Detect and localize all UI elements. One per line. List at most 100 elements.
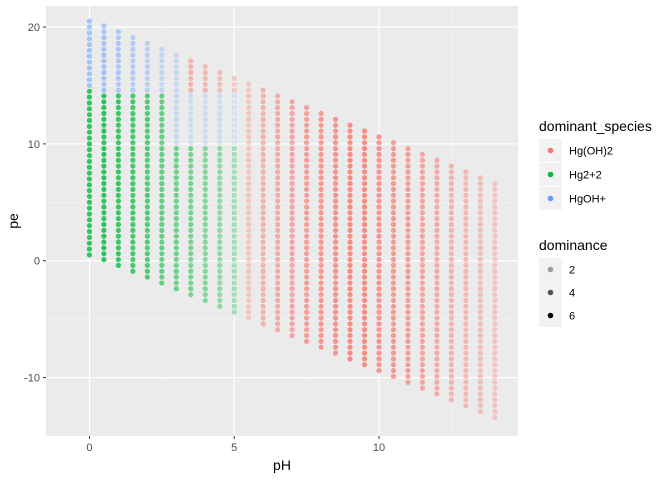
data-point — [448, 181, 454, 187]
data-point — [289, 175, 295, 181]
data-point — [405, 268, 411, 274]
data-point — [188, 251, 194, 257]
data-point — [361, 175, 368, 181]
panel-background — [46, 6, 518, 436]
data-point — [130, 40, 136, 46]
data-point — [477, 362, 483, 368]
data-point — [260, 239, 266, 245]
data-point — [130, 93, 136, 99]
data-point — [86, 141, 93, 147]
data-point — [202, 70, 208, 76]
data-point — [260, 157, 266, 163]
data-point — [246, 309, 252, 315]
data-point — [419, 163, 426, 169]
data-point — [101, 105, 107, 111]
data-point — [101, 75, 107, 82]
data-point — [390, 227, 397, 233]
data-point — [202, 280, 208, 286]
data-point — [159, 204, 165, 210]
data-point — [304, 204, 310, 210]
data-point — [463, 350, 469, 356]
data-point — [405, 292, 411, 298]
data-point — [304, 280, 310, 286]
data-point — [419, 338, 426, 344]
data-point — [130, 204, 136, 210]
data-point — [390, 303, 397, 309]
data-point — [405, 145, 411, 152]
data-point — [361, 169, 368, 175]
data-point — [376, 157, 382, 163]
data-point — [289, 122, 295, 128]
data-point — [86, 112, 93, 118]
data-point — [260, 122, 266, 128]
data-point — [347, 216, 353, 222]
data-point — [376, 186, 382, 193]
data-point — [347, 122, 353, 128]
data-point — [101, 210, 107, 216]
data-point — [144, 75, 150, 82]
data-point — [130, 210, 136, 216]
data-point — [390, 367, 397, 374]
data-point — [188, 128, 194, 134]
data-point — [492, 327, 498, 333]
data-point — [115, 81, 121, 87]
data-point — [260, 303, 266, 309]
data-point — [231, 93, 237, 99]
data-point — [144, 145, 150, 152]
data-point — [347, 221, 353, 228]
data-point — [115, 169, 121, 175]
data-point — [101, 256, 107, 263]
data-point — [347, 262, 353, 268]
data-point — [289, 181, 295, 187]
data-point — [260, 221, 266, 228]
data-point — [275, 274, 281, 280]
x-tick-label: 0 — [86, 442, 92, 454]
data-point — [130, 245, 136, 251]
data-point — [492, 274, 498, 280]
data-point — [246, 192, 252, 198]
x-tick-label: 10 — [373, 442, 385, 454]
data-point — [101, 81, 107, 87]
data-point — [101, 110, 107, 117]
data-point — [130, 157, 136, 163]
legend-color-label: HgOH+ — [569, 194, 606, 206]
data-point — [275, 210, 281, 216]
data-point — [202, 99, 208, 105]
data-point — [202, 239, 208, 245]
data-point — [217, 192, 223, 198]
data-point — [304, 116, 310, 122]
data-point — [419, 274, 426, 280]
data-point — [86, 240, 93, 246]
data-point — [304, 256, 310, 263]
data-point — [463, 192, 469, 198]
data-point — [275, 157, 281, 163]
data-point — [202, 151, 208, 157]
data-point — [419, 175, 426, 181]
data-point — [405, 192, 411, 198]
data-point — [419, 221, 426, 228]
data-point — [202, 186, 208, 193]
data-point — [115, 93, 121, 99]
data-point — [202, 268, 208, 274]
data-point — [390, 245, 397, 251]
data-point — [492, 397, 498, 403]
data-point — [173, 274, 179, 280]
data-point — [188, 210, 194, 216]
data-point — [390, 221, 397, 228]
data-point — [405, 297, 411, 304]
data-point — [246, 99, 252, 105]
data-point — [246, 198, 252, 204]
data-point — [130, 87, 136, 93]
data-point — [376, 239, 382, 245]
data-point — [86, 234, 93, 240]
data-point — [173, 169, 179, 175]
data-point — [188, 110, 194, 117]
data-point — [202, 105, 208, 111]
data-point — [463, 373, 469, 380]
data-point — [304, 251, 310, 257]
data-point — [86, 41, 93, 48]
data-point — [275, 256, 281, 263]
data-point — [492, 321, 498, 327]
data-point — [275, 233, 281, 239]
data-point — [173, 221, 179, 228]
